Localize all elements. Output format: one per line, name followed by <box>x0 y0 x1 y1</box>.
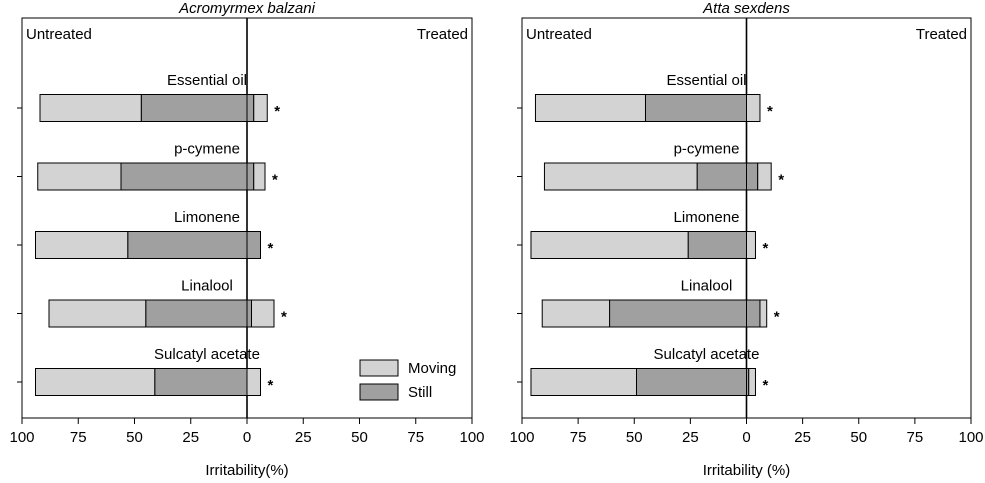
x-tick-label: 0 <box>243 429 251 446</box>
bar-segment <box>687 231 748 259</box>
significance-marker: * <box>778 171 784 188</box>
bar-segment <box>748 368 756 396</box>
x-axis-label: Irritability(%) <box>205 462 288 479</box>
significance-marker: * <box>268 240 274 257</box>
bar-segment <box>696 162 747 191</box>
significance-marker: * <box>774 308 780 325</box>
bar-segment <box>543 162 698 191</box>
significance-marker: * <box>281 308 287 325</box>
legend-label: Moving <box>408 360 456 377</box>
bar-segment <box>253 162 266 191</box>
x-tick-label: 100 <box>9 429 34 446</box>
x-tick-label: 0 <box>742 429 750 446</box>
bar-segment <box>246 162 255 191</box>
bar-segment <box>37 162 122 191</box>
category-label: Essential oil <box>666 72 746 89</box>
bar-segment <box>246 94 255 122</box>
bar-segment <box>48 299 147 328</box>
category-label: Linalool <box>681 277 733 294</box>
bar-segment <box>246 368 261 396</box>
bar-segment <box>145 299 248 328</box>
significance-marker: * <box>762 377 768 394</box>
category-label: Limonene <box>174 209 240 226</box>
bar-segment <box>609 299 747 328</box>
bar-segment <box>154 368 248 396</box>
x-tick-label: 50 <box>626 429 643 446</box>
significance-marker: * <box>767 103 773 120</box>
x-tick-label: 100 <box>509 429 534 446</box>
bar-segment <box>635 368 747 396</box>
category-label: Linalool <box>181 277 233 294</box>
bar-segment <box>253 94 268 122</box>
bar-segment <box>530 231 689 259</box>
bar-segment <box>759 299 768 328</box>
annotation: Treated <box>916 26 967 43</box>
bar-segment <box>534 94 646 122</box>
category-label: Essential oil <box>167 72 247 89</box>
x-tick-label: 75 <box>907 429 924 446</box>
x-tick-label: 50 <box>126 429 143 446</box>
chart-title: Atta sexdens <box>702 0 790 17</box>
legend-swatch <box>359 383 399 401</box>
bar-segment <box>757 162 772 191</box>
bar-segment <box>530 368 637 396</box>
x-tick-label: 75 <box>407 429 424 446</box>
significance-marker: * <box>272 171 278 188</box>
x-tick-label: 50 <box>850 429 867 446</box>
legend-swatch <box>359 359 399 377</box>
legend-label: Still <box>408 384 432 401</box>
x-tick-label: 75 <box>70 429 87 446</box>
x-tick-label: 100 <box>958 429 983 446</box>
bar-segment <box>246 231 261 259</box>
x-tick-label: 50 <box>351 429 368 446</box>
x-tick-label: 25 <box>182 429 199 446</box>
annotation: Untreated <box>526 26 592 43</box>
significance-marker: * <box>274 103 280 120</box>
bar-segment <box>541 299 611 328</box>
bar-segment <box>35 231 129 259</box>
x-tick-label: 25 <box>794 429 811 446</box>
bar-segment <box>246 299 252 328</box>
bar-segment <box>746 299 761 328</box>
category-label: p-cymene <box>174 140 240 157</box>
annotation: Treated <box>417 26 468 43</box>
x-tick-label: 75 <box>570 429 587 446</box>
bar-segment <box>140 94 248 122</box>
significance-marker: * <box>268 377 274 394</box>
bar-segment <box>644 94 747 122</box>
bar-segment <box>746 231 756 259</box>
x-tick-label: 25 <box>682 429 699 446</box>
chart-title: Acromyrmex balzani <box>178 0 316 17</box>
bar-segment <box>39 94 142 122</box>
bar-segment <box>251 299 275 328</box>
bar-segment <box>746 94 761 122</box>
bar-segment <box>35 368 156 396</box>
category-label: p-cymene <box>674 140 740 157</box>
category-label: Sulcatyl acetate <box>654 346 760 363</box>
x-tick-label: 25 <box>295 429 312 446</box>
category-label: Sulcatyl acetate <box>154 346 260 363</box>
annotation: Untreated <box>26 26 92 43</box>
x-tick-label: 100 <box>459 429 484 446</box>
x-axis-label: Irritability (%) <box>703 462 791 479</box>
bar-segment <box>127 231 248 259</box>
bar-segment <box>746 162 759 191</box>
significance-marker: * <box>762 240 768 257</box>
bar-segment <box>120 162 248 191</box>
category-label: Limonene <box>674 209 740 226</box>
